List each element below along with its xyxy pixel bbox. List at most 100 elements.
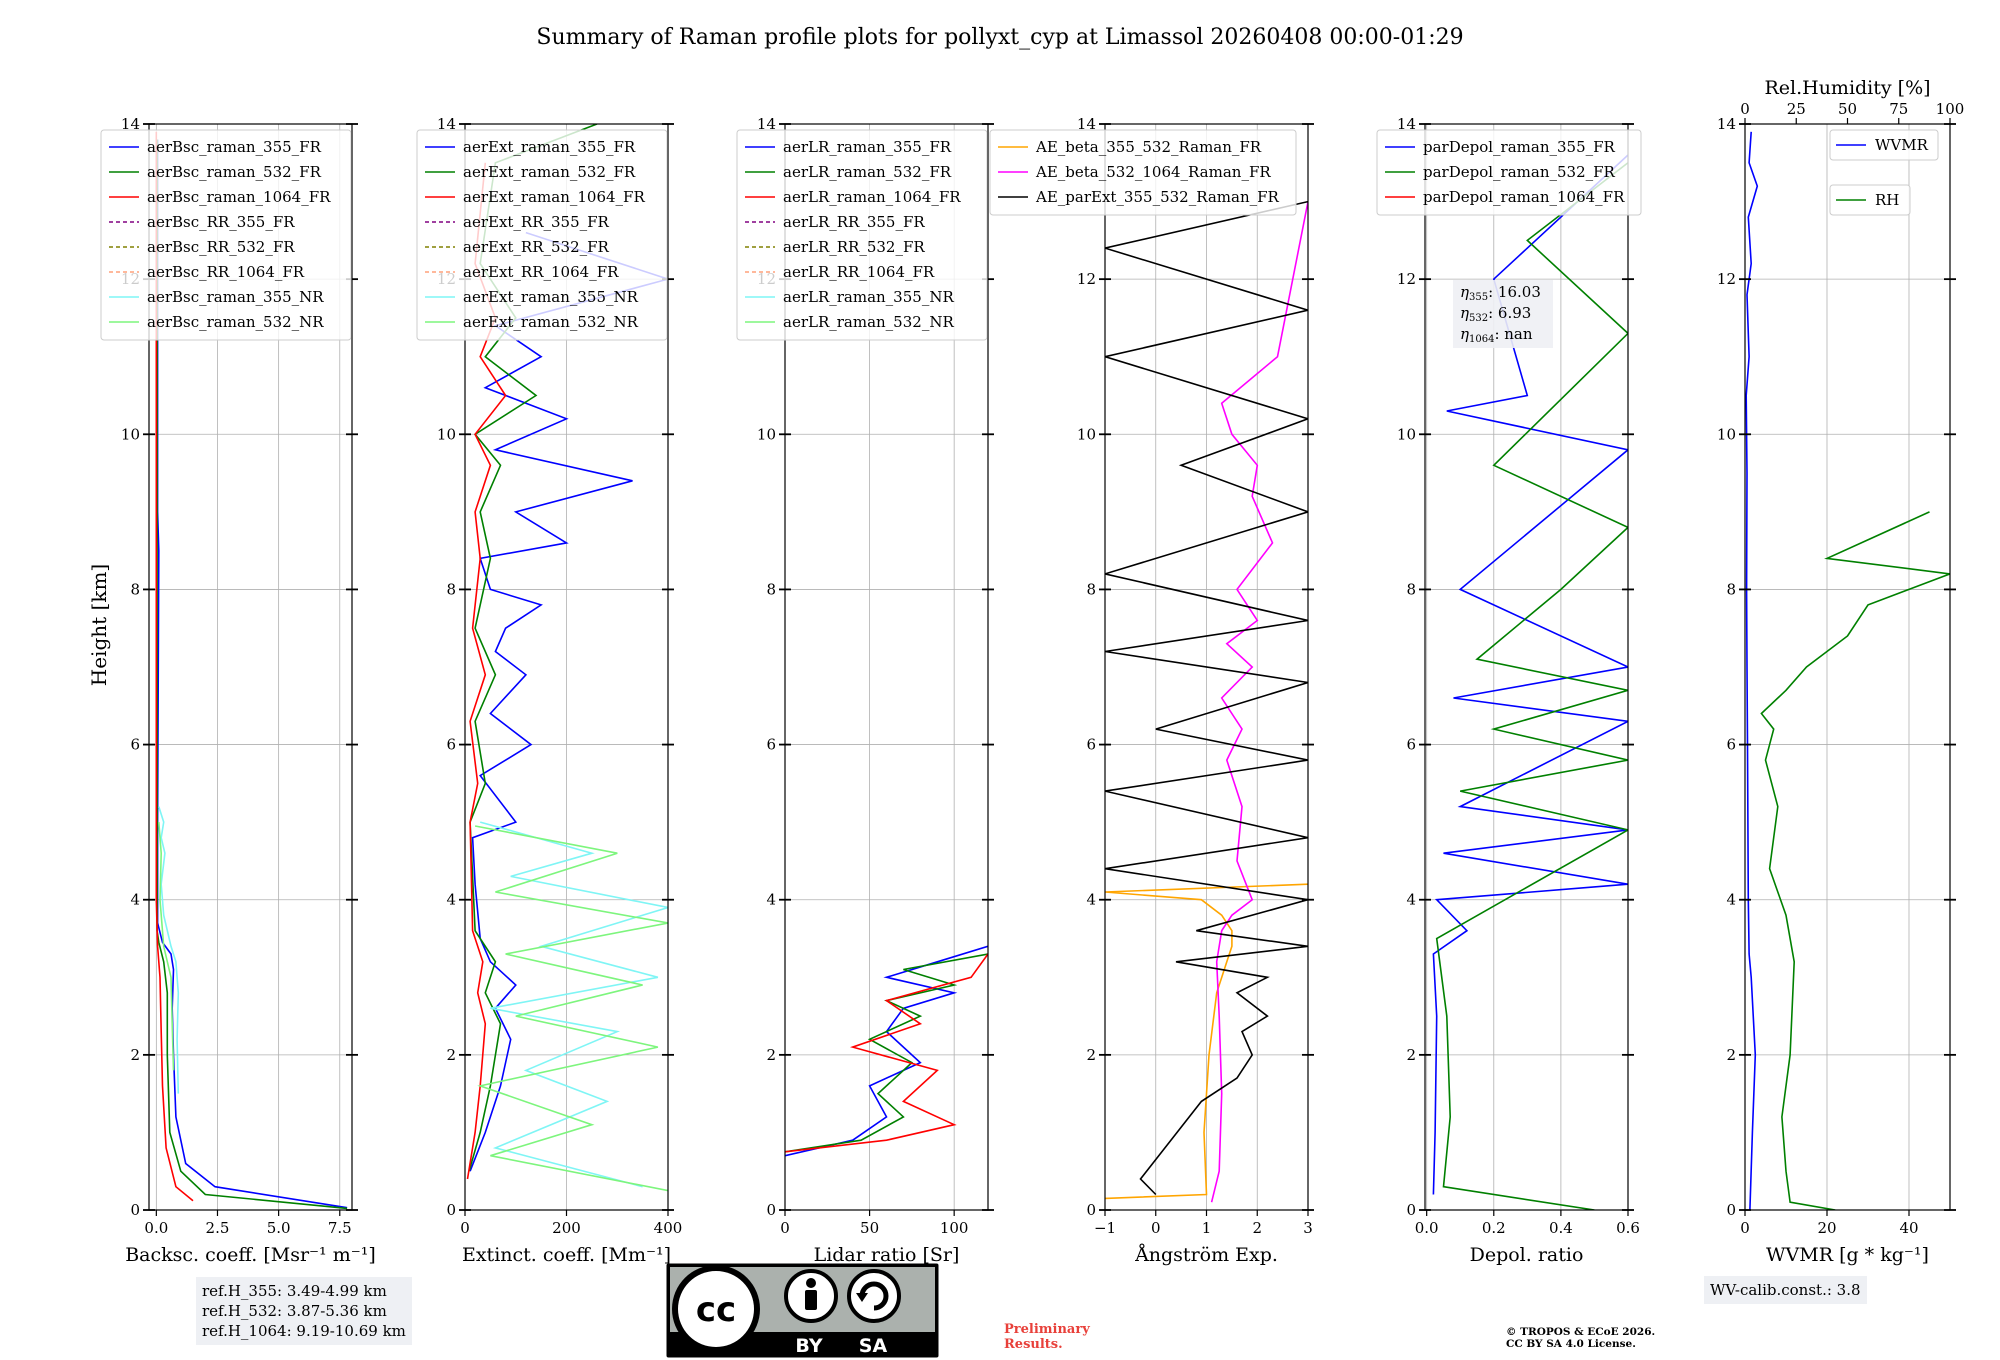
y-tick-label: 0 <box>1726 1201 1736 1219</box>
y-tick-label: 10 <box>1397 425 1416 443</box>
x-tick-label: 3 <box>1303 1219 1313 1237</box>
series-group-bsc <box>155 131 348 1210</box>
series-line-aerExt_raman_532_NR <box>474 825 668 1192</box>
x-tick-label: 0 <box>1740 1219 1750 1237</box>
legend-label: aerBsc_raman_532_NR <box>147 313 324 331</box>
legend-label: aerExt_raman_532_FR <box>463 163 636 181</box>
y-tick-label: 12 <box>1397 270 1416 288</box>
x-tick-label: 0.0 <box>144 1219 168 1237</box>
legend-label: aerExt_raman_1064_FR <box>463 188 645 206</box>
y-tick-label: 6 <box>766 736 776 754</box>
legend-label: aerExt_raman_355_FR <box>463 138 636 156</box>
y-axis-label: Height [km] <box>87 564 111 686</box>
x-tick-label: 7.5 <box>328 1219 352 1237</box>
series-line-aerBsc_raman_355_FR <box>156 139 348 1209</box>
x-tick-label: 2.5 <box>206 1219 230 1237</box>
panel-lr: 02468101214050100Lidar ratio [Sr]aerLR_r… <box>736 115 994 1266</box>
y-tick-label: 4 <box>766 891 776 909</box>
x-axis-label: Backsc. coeff. [Msr⁻¹ m⁻¹] <box>125 1244 376 1266</box>
attribution-body <box>805 1290 817 1310</box>
copyright-line-2: CC BY SA 4.0 License. <box>1506 1338 1636 1350</box>
x-axis-label: Extinct. coeff. [Mm⁻¹] <box>462 1244 671 1266</box>
y-tick-label: 0 <box>1086 1201 1096 1219</box>
y-tick-label: 14 <box>121 115 140 133</box>
y-tick-label: 10 <box>437 425 456 443</box>
series-line-aerLR_raman_355_FR <box>785 945 988 1157</box>
series-line-aerExt_raman_355_NR <box>479 821 668 1188</box>
y-tick-label: 4 <box>130 891 140 909</box>
x-tick-label: 0 <box>460 1219 470 1237</box>
x-tick-label: 0.4 <box>1549 1219 1573 1237</box>
x-tick-label: 200 <box>552 1219 581 1237</box>
wv-calibration-box: WV-calib.const.: 3.8 <box>1704 1276 1867 1304</box>
legend-label: WVMR <box>1875 136 1929 154</box>
x-tick-label: 2 <box>1252 1219 1262 1237</box>
legend-label: parDepol_raman_355_FR <box>1423 138 1616 156</box>
series-line-aerLR_raman_532_FR <box>785 953 988 1153</box>
top-x-tick-label: 100 <box>1936 100 1965 118</box>
figure-title: Summary of Raman profile plots for polly… <box>536 25 1463 50</box>
legend-label: aerLR_RR_1064_FR <box>783 263 935 281</box>
axes-frame <box>1424 123 1629 1211</box>
series-line-AE_parExt_355_532_Raman_FR <box>1105 200 1308 1196</box>
y-tick-label: 8 <box>446 580 456 598</box>
legend-label: aerBsc_raman_355_FR <box>147 138 322 156</box>
series-group-ae <box>1105 200 1308 1203</box>
y-tick-label: 2 <box>446 1046 456 1064</box>
top-x-tick-label: 50 <box>1838 100 1857 118</box>
x-tick-label: 0.2 <box>1482 1219 1506 1237</box>
series-group-depol <box>1432 154 1628 1210</box>
legend-label: AE_beta_355_532_Raman_FR <box>1035 138 1262 156</box>
x-axis-label: Depol. ratio <box>1470 1244 1584 1266</box>
legend-label: RH <box>1875 191 1899 209</box>
ref-height-532: ref.H_532: 3.87-5.36 km <box>202 1302 387 1320</box>
legend-label: aerExt_raman_355_NR <box>463 288 639 306</box>
copyright-line-1: © TROPOS & ECoE 2026. <box>1506 1326 1656 1338</box>
x-tick-label: 50 <box>860 1219 879 1237</box>
y-tick-label: 8 <box>766 580 776 598</box>
axes-frame <box>1744 123 1951 1211</box>
share-alike-icon <box>847 1269 901 1323</box>
legend-label: aerExt_RR_532_FR <box>463 238 610 256</box>
legend-label: AE_parExt_355_532_Raman_FR <box>1035 188 1280 206</box>
y-tick-label: 8 <box>1086 580 1096 598</box>
eta-box <box>1453 280 1553 348</box>
legend-label: aerLR_raman_355_FR <box>783 138 952 156</box>
series-line-aerBsc_raman_355_NR <box>158 806 180 1094</box>
series-line-parDepol_raman_532_FR <box>1435 162 1628 1210</box>
y-tick-label: 10 <box>1717 425 1736 443</box>
legend-label: parDepol_raman_532_FR <box>1423 163 1616 181</box>
x-axis-label: Lidar ratio [Sr] <box>814 1244 960 1266</box>
legend-label: aerBsc_RR_532_FR <box>147 238 295 256</box>
preliminary-note: Preliminary Results. <box>1004 1322 1090 1352</box>
eta-355: η355: 16.03 <box>1460 283 1541 303</box>
y-tick-label: 14 <box>757 115 776 133</box>
y-tick-label: 4 <box>1406 891 1416 909</box>
x-tick-label: 0 <box>780 1219 790 1237</box>
series-line-aerExt_raman_1064_FR <box>466 162 507 1180</box>
y-tick-label: 4 <box>1726 891 1736 909</box>
legend-box <box>736 129 988 341</box>
legend-box-RH <box>1829 184 1911 216</box>
series-line-AE_beta_532_1064_Raman_FR <box>1210 201 1308 1203</box>
y-tick-label: 12 <box>1077 270 1096 288</box>
legend-label: aerBsc_RR_1064_FR <box>147 263 305 281</box>
legend-label: aerLR_raman_1064_FR <box>783 188 961 206</box>
cc-by-sa-license-badge: cc BY SA <box>666 1263 939 1358</box>
ref-height-355: ref.H_355: 3.49-4.99 km <box>202 1282 387 1300</box>
y-tick-label: 6 <box>1726 736 1736 754</box>
legend-label: aerExt_RR_1064_FR <box>463 263 619 281</box>
panel-ext: 024681012140200400Extinct. coeff. [Mm⁻¹]… <box>416 115 682 1266</box>
x-tick-label: 0 <box>1151 1219 1161 1237</box>
series-group-lr <box>785 945 988 1157</box>
legend-box <box>989 129 1297 216</box>
y-tick-label: 14 <box>437 115 456 133</box>
series-group-ext <box>466 124 668 1192</box>
top-x-axis-label: Rel.Humidity [%] <box>1764 77 1930 99</box>
ref-height-1064: ref.H_1064: 9.19-10.69 km <box>202 1322 406 1340</box>
reference-heights-box: ref.H_355: 3.49-4.99 km ref.H_532: 3.87-… <box>196 1277 412 1345</box>
share-alike-arrowhead <box>856 1293 868 1302</box>
